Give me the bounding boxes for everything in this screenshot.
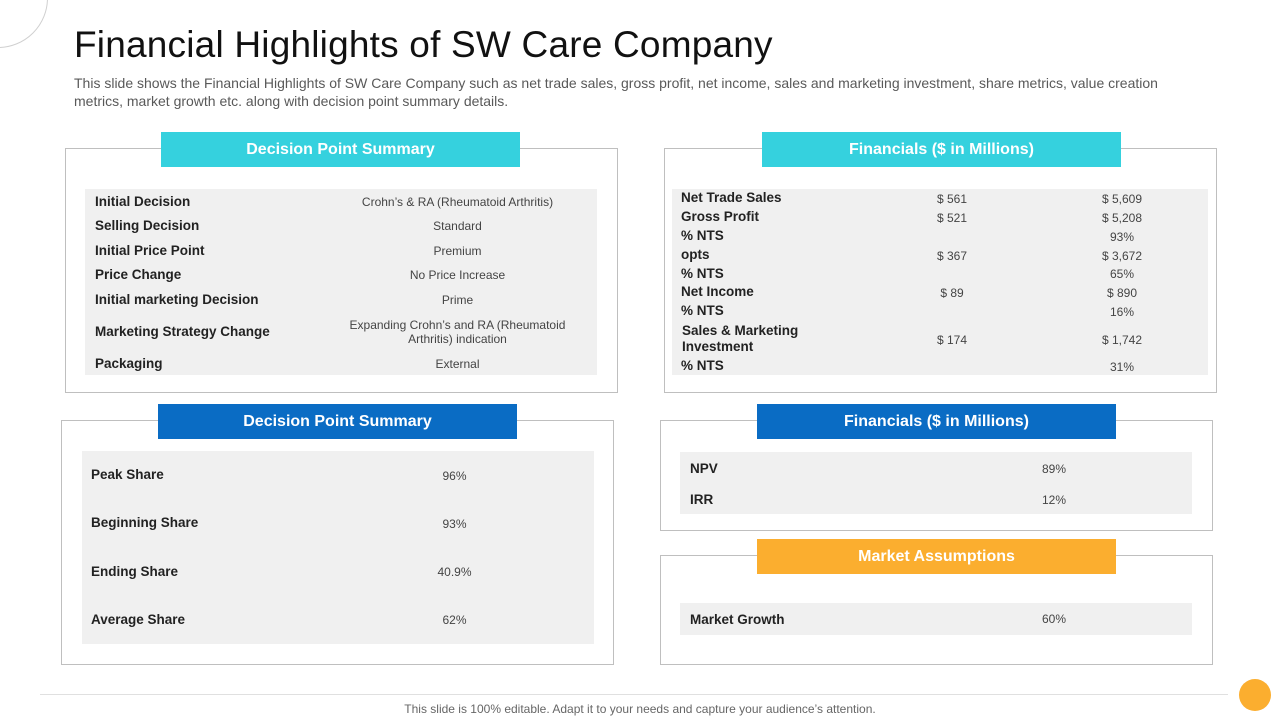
financial-label: Net Trade Sales bbox=[681, 190, 782, 205]
decision-label: Selling Decision bbox=[95, 218, 200, 233]
decision-value: No Price Increase bbox=[409, 268, 506, 282]
decision-summary-top-heading: Decision Point Summary bbox=[161, 132, 520, 167]
decision-label: Initial Price Point bbox=[95, 243, 205, 258]
market-assumptions-table: Market Growth 60% bbox=[680, 603, 1192, 635]
share-value: 62% bbox=[442, 613, 467, 627]
page-title: Financial Highlights of SW Care Company bbox=[74, 24, 773, 65]
financial-value-2: $ 5,208 bbox=[1101, 211, 1143, 225]
financials-top-table: Net Trade Sales $ 561 $ 5,609 Gross Prof… bbox=[672, 189, 1208, 375]
financial-value-2: 31% bbox=[1109, 360, 1135, 374]
financials-top-panel: Net Trade Sales $ 561 $ 5,609 Gross Prof… bbox=[664, 148, 1217, 393]
decision-value: External bbox=[435, 357, 480, 371]
metric-label: NPV bbox=[690, 461, 718, 476]
decision-summary-top-table: Initial Decision Crohn’s & RA (Rheumatoi… bbox=[85, 189, 597, 375]
decision-value: Expanding Crohn’s and RA (Rheumatoid Art… bbox=[349, 318, 566, 346]
market-growth-value: 60% bbox=[1041, 612, 1067, 626]
share-value: 93% bbox=[442, 517, 467, 531]
financial-label: Gross Profit bbox=[681, 209, 760, 224]
financial-value-2: $ 3,672 bbox=[1101, 249, 1143, 263]
decision-label: Price Change bbox=[95, 267, 182, 282]
financials-bottom-heading: Financials ($ in Millions) bbox=[757, 404, 1116, 439]
footer-divider bbox=[40, 694, 1228, 695]
decision-value: Crohn’s & RA (Rheumatoid Arthritis) bbox=[361, 195, 554, 209]
decision-value: Prime bbox=[441, 293, 474, 307]
footer-note: This slide is 100% editable. Adapt it to… bbox=[404, 702, 876, 716]
decision-summary-top-panel: Initial Decision Crohn’s & RA (Rheumatoi… bbox=[65, 148, 618, 393]
decision-summary-bottom-table: Peak Share 96% Beginning Share 93% Endin… bbox=[82, 451, 594, 644]
financials-bottom-table: NPV 89% IRR 12% bbox=[680, 452, 1192, 514]
footer-orange-dot bbox=[1239, 679, 1271, 711]
market-growth-label: Market Growth bbox=[690, 612, 785, 627]
financial-label: % NTS bbox=[681, 228, 724, 243]
decision-summary-bottom-heading: Decision Point Summary bbox=[158, 404, 517, 439]
metric-value: 12% bbox=[1041, 493, 1067, 507]
financial-label: % NTS bbox=[681, 303, 724, 318]
financial-value-1: $ 521 bbox=[936, 211, 968, 225]
financial-label: % NTS bbox=[681, 266, 724, 281]
decision-label: Initial Decision bbox=[95, 194, 191, 209]
market-assumptions-heading: Market Assumptions bbox=[757, 539, 1116, 574]
decision-label: Marketing Strategy Change bbox=[95, 324, 270, 339]
metric-label: IRR bbox=[690, 492, 714, 507]
financial-value-2: 16% bbox=[1109, 305, 1135, 319]
financial-value-1: $ 174 bbox=[936, 333, 968, 347]
share-value: 40.9% bbox=[437, 565, 472, 579]
share-label: Ending Share bbox=[91, 564, 179, 579]
financial-value-2: 93% bbox=[1109, 230, 1135, 244]
market-assumptions-panel: Market Growth 60% bbox=[660, 555, 1213, 665]
financial-label: % NTS bbox=[681, 358, 724, 373]
decision-label: Initial marketing Decision bbox=[95, 292, 259, 307]
metric-value: 89% bbox=[1041, 462, 1067, 476]
financials-top-heading: Financials ($ in Millions) bbox=[762, 132, 1121, 167]
share-label: Peak Share bbox=[91, 467, 164, 482]
decision-summary-bottom-panel: Peak Share 96% Beginning Share 93% Endin… bbox=[61, 420, 614, 665]
financial-value-2: $ 5,609 bbox=[1101, 192, 1143, 206]
financial-value-1: $ 561 bbox=[936, 192, 968, 206]
corner-decoration bbox=[0, 0, 48, 48]
decision-label: Packaging bbox=[95, 356, 163, 371]
decision-value: Premium bbox=[433, 244, 482, 258]
decision-value: Standard bbox=[433, 219, 482, 233]
share-value: 96% bbox=[442, 469, 467, 483]
financial-value-1: $ 89 bbox=[940, 286, 964, 300]
financial-value-1: $ 367 bbox=[936, 249, 968, 263]
page-subtitle: This slide shows the Financial Highlight… bbox=[74, 75, 1158, 109]
financial-value-2: $ 890 bbox=[1106, 286, 1138, 300]
financial-label: Sales & Marketing Investment bbox=[682, 323, 799, 354]
financial-value-2: 65% bbox=[1109, 267, 1135, 281]
share-label: Average Share bbox=[91, 612, 186, 627]
financial-label: opts bbox=[681, 247, 710, 262]
share-label: Beginning Share bbox=[91, 515, 199, 530]
financial-label: Net Income bbox=[681, 284, 754, 299]
financial-value-2: $ 1,742 bbox=[1101, 333, 1143, 347]
